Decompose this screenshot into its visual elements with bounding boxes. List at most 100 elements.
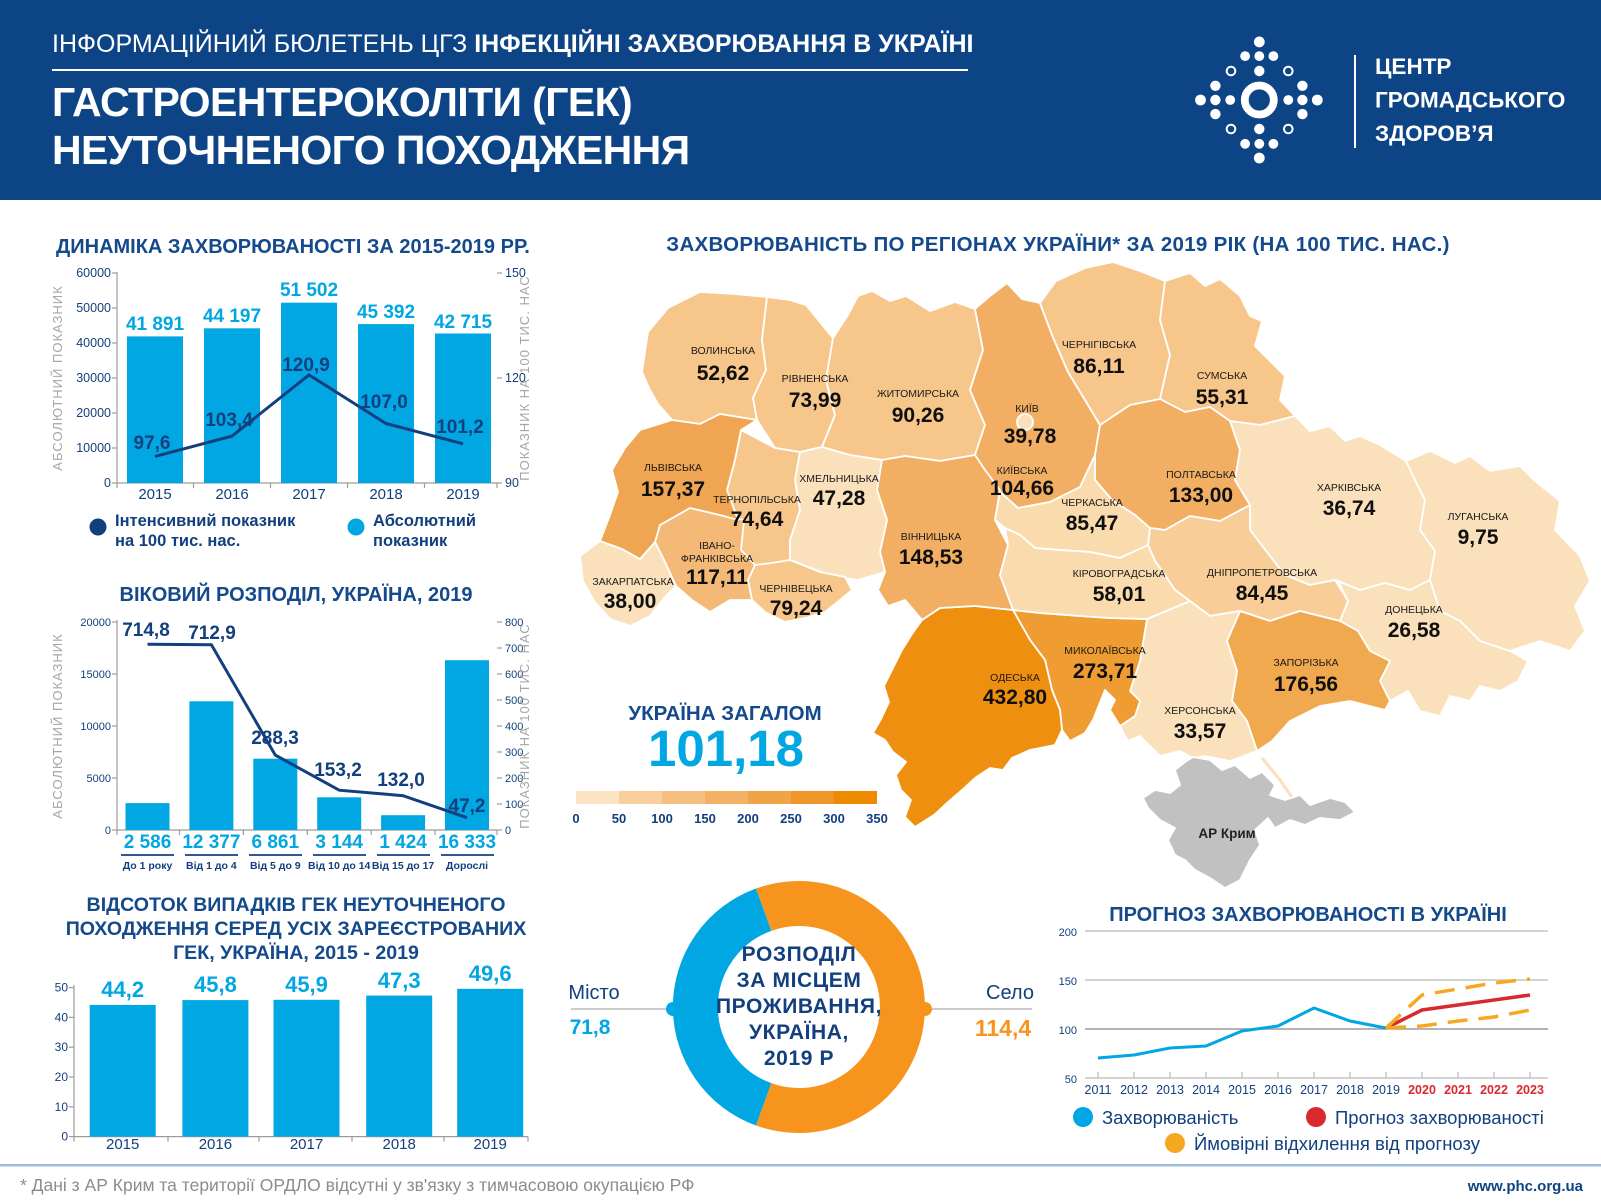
svg-text:132,0: 132,0 — [377, 770, 425, 791]
svg-text:49,6: 49,6 — [469, 961, 512, 986]
svg-text:90,26: 90,26 — [892, 404, 945, 427]
svg-text:ВІННИЦЬКА: ВІННИЦЬКА — [901, 531, 961, 543]
svg-text:НЕУТОЧНЕНОГО ПОХОДЖЕННЯ: НЕУТОЧНЕНОГО ПОХОДЖЕННЯ — [52, 127, 690, 173]
svg-text:86,11: 86,11 — [1073, 355, 1125, 378]
svg-text:0: 0 — [505, 825, 511, 837]
svg-text:ЗАХВОРЮВАНІСТЬ ПО РЕГІОНАХ УКР: ЗАХВОРЮВАНІСТЬ ПО РЕГІОНАХ УКРАЇНИ* ЗА 2… — [666, 233, 1449, 256]
svg-text:ПРОГНОЗ ЗАХВОРЮВАНОСТІ В УКРАЇ: ПРОГНОЗ ЗАХВОРЮВАНОСТІ В УКРАЇНІ — [1109, 903, 1507, 926]
svg-text:44,2: 44,2 — [101, 977, 144, 1002]
svg-text:2018: 2018 — [369, 486, 402, 503]
svg-text:712,9: 712,9 — [188, 623, 236, 644]
svg-text:Від 10 до 14: Від 10 до 14 — [308, 860, 371, 872]
svg-text:42 715: 42 715 — [434, 312, 493, 333]
svg-text:41 891: 41 891 — [126, 314, 185, 335]
svg-text:ПОЛТАВСЬКА: ПОЛТАВСЬКА — [1166, 469, 1236, 481]
svg-text:Від 1 до 4: Від 1 до 4 — [186, 860, 237, 872]
svg-text:ЛУГАНСЬКА: ЛУГАНСЬКА — [1448, 511, 1509, 523]
svg-text:2023: 2023 — [1516, 1083, 1544, 1097]
svg-text:10: 10 — [55, 1100, 69, 1114]
svg-text:До 1 року: До 1 року — [123, 860, 173, 872]
svg-text:2018: 2018 — [383, 1136, 416, 1153]
svg-text:714,8: 714,8 — [122, 620, 170, 641]
svg-text:АБСОЛЮТНИЙ ПОКАЗНИК: АБСОЛЮТНИЙ ПОКАЗНИК — [50, 633, 65, 818]
svg-text:15000: 15000 — [80, 669, 111, 681]
svg-text:ЗАПОРІЗЬКА: ЗАПОРІЗЬКА — [1273, 657, 1338, 669]
svg-text:26,58: 26,58 — [1388, 619, 1441, 642]
svg-text:133,00: 133,00 — [1169, 484, 1233, 507]
svg-text:97,6: 97,6 — [134, 433, 171, 454]
svg-text:Дорослі: Дорослі — [446, 860, 488, 872]
svg-text:40000: 40000 — [76, 336, 111, 350]
svg-text:2017: 2017 — [1300, 1083, 1328, 1097]
svg-text:РОЗПОДІЛ: РОЗПОДІЛ — [742, 943, 857, 966]
svg-text:120,9: 120,9 — [282, 355, 330, 376]
svg-text:30: 30 — [55, 1040, 69, 1054]
svg-text:50000: 50000 — [76, 301, 111, 315]
svg-text:ОДЕСЬКА: ОДЕСЬКА — [990, 672, 1040, 684]
svg-text:45 392: 45 392 — [357, 302, 415, 323]
svg-text:16 333: 16 333 — [438, 832, 496, 853]
svg-text:ЗА МІСЦЕМ: ЗА МІСЦЕМ — [737, 969, 862, 992]
svg-text:0: 0 — [104, 476, 111, 490]
svg-text:РІВНЕНСЬКА: РІВНЕНСЬКА — [782, 373, 849, 385]
svg-text:176,56: 176,56 — [1274, 673, 1338, 696]
svg-text:ГЕК, УКРАЇНА, 2015 - 2019: ГЕК, УКРАЇНА, 2015 - 2019 — [173, 941, 419, 964]
svg-text:150: 150 — [1059, 976, 1077, 988]
svg-text:47,28: 47,28 — [813, 487, 866, 510]
svg-text:300: 300 — [505, 747, 523, 759]
svg-text:107,0: 107,0 — [360, 392, 408, 413]
svg-text:2019: 2019 — [1372, 1083, 1400, 1097]
svg-text:Від 15 до 17: Від 15 до 17 — [372, 860, 435, 872]
svg-text:Місто: Місто — [568, 982, 619, 1004]
svg-text:2021: 2021 — [1444, 1083, 1472, 1097]
svg-text:79,24: 79,24 — [770, 597, 823, 620]
svg-text:ВОЛИНСЬКА: ВОЛИНСЬКА — [691, 345, 755, 357]
svg-text:ІВАНО-: ІВАНО- — [699, 540, 735, 552]
svg-text:44 197: 44 197 — [203, 306, 261, 327]
svg-text:84,45: 84,45 — [1236, 582, 1289, 605]
svg-text:МИКОЛАЇВСЬКА: МИКОЛАЇВСЬКА — [1064, 645, 1145, 657]
svg-text:2022: 2022 — [1480, 1083, 1508, 1097]
svg-text:3 144: 3 144 — [315, 832, 363, 853]
svg-text:104,66: 104,66 — [990, 477, 1054, 500]
svg-text:2015: 2015 — [138, 486, 171, 503]
svg-text:45,9: 45,9 — [285, 972, 328, 997]
svg-text:2016: 2016 — [215, 486, 248, 503]
svg-text:50: 50 — [1065, 1074, 1077, 1086]
svg-text:2016: 2016 — [199, 1136, 232, 1153]
svg-text:ПОКАЗНИК НА 100 ТИС. НАС: ПОКАЗНИК НА 100 ТИС. НАС — [517, 275, 532, 480]
svg-text:0: 0 — [572, 811, 579, 826]
svg-text:* Дані з АР Крим та території: * Дані з АР Крим та території ОРДЛО відс… — [20, 1175, 694, 1195]
svg-text:УКРАЇНА,: УКРАЇНА, — [749, 1021, 849, 1044]
svg-text:200: 200 — [505, 773, 523, 785]
svg-text:ХАРКІВСЬКА: ХАРКІВСЬКА — [1317, 482, 1381, 494]
svg-text:90: 90 — [505, 476, 519, 490]
svg-text:6 861: 6 861 — [252, 832, 300, 853]
svg-text:10000: 10000 — [80, 721, 111, 733]
svg-text:300: 300 — [823, 811, 845, 826]
svg-text:www.phc.org.ua: www.phc.org.ua — [1467, 1178, 1584, 1195]
svg-text:ДИНАМІКА ЗАХВОРЮВАНОСТІ ЗА 201: ДИНАМІКА ЗАХВОРЮВАНОСТІ ЗА 2015-2019 РР. — [56, 236, 530, 258]
svg-text:400: 400 — [505, 721, 523, 733]
svg-text:60000: 60000 — [76, 266, 111, 280]
svg-text:74,64: 74,64 — [731, 508, 784, 531]
svg-text:КИЇВ: КИЇВ — [1015, 403, 1039, 415]
svg-text:85,47: 85,47 — [1066, 512, 1119, 535]
svg-text:20: 20 — [55, 1070, 69, 1084]
svg-text:2016: 2016 — [1264, 1083, 1292, 1097]
svg-text:Захворюваність: Захворюваність — [1102, 1107, 1238, 1128]
svg-text:30000: 30000 — [76, 371, 111, 385]
svg-text:2019: 2019 — [446, 486, 479, 503]
svg-text:200: 200 — [737, 811, 759, 826]
svg-text:КІРОВОГРАДСЬКА: КІРОВОГРАДСЬКА — [1073, 568, 1166, 580]
svg-text:800: 800 — [505, 617, 523, 629]
svg-text:2 586: 2 586 — [124, 832, 172, 853]
svg-text:2013: 2013 — [1156, 1083, 1184, 1097]
svg-text:40: 40 — [55, 1010, 69, 1024]
svg-text:157,37: 157,37 — [641, 478, 705, 501]
svg-text:117,11: 117,11 — [686, 566, 748, 589]
svg-text:45,8: 45,8 — [194, 972, 237, 997]
svg-text:20000: 20000 — [76, 406, 111, 420]
svg-text:ГАСТРОЕНТЕРОКОЛІТИ (ГЕК): ГАСТРОЕНТЕРОКОЛІТИ (ГЕК) — [52, 79, 632, 125]
svg-text:101,18: 101,18 — [648, 720, 804, 777]
